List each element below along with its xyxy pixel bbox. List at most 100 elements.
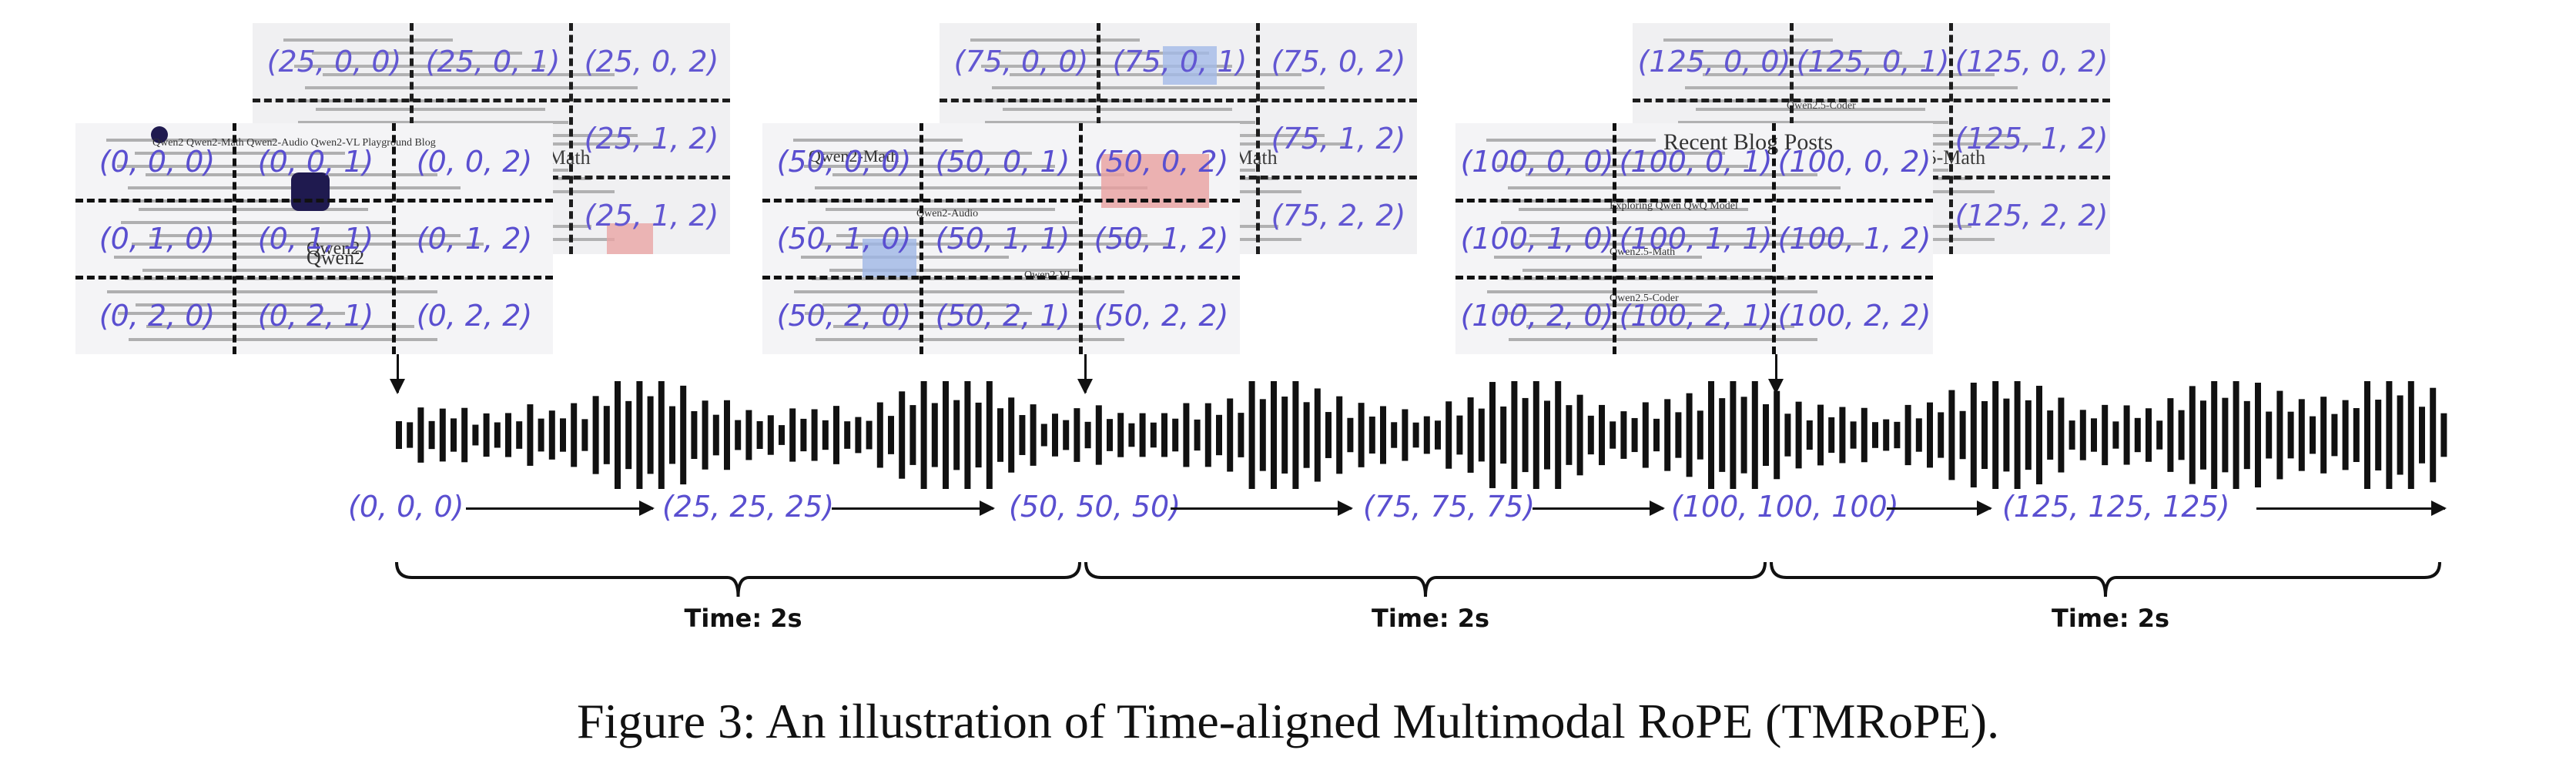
waveform-bar [1117,413,1124,457]
sequence-arrow [1171,500,1353,516]
text-line [305,86,638,89]
waveform-bar [1216,414,1222,456]
waveform-bar [1566,405,1573,465]
waveform-bar [472,424,479,446]
waveform-bar [866,420,873,450]
text-line [822,303,1009,306]
waveform-bar [439,408,446,462]
patch-grid-line [253,99,730,102]
waveform-bar [1850,421,1857,449]
waveform-bar [2025,400,2032,470]
waveform-bar [1128,423,1135,447]
waveform-bar [2287,411,2294,459]
position-id: (0, 0, 1) [257,145,374,179]
waveform-bar [2091,418,2097,452]
audio-position-id: (0, 0, 0) [348,490,464,524]
text-line [1508,186,1841,189]
sequence-arrow [832,500,995,516]
waveform-bar [658,381,665,489]
waveform-bar [1686,393,1693,477]
text-line [829,269,1078,272]
waveform-bar [1653,418,1660,452]
text-line [1692,52,1902,55]
waveform-bar [779,425,785,445]
waveform-bar [2419,407,2425,464]
waveform-bar [2123,405,2130,465]
waveform-bar [1730,381,1737,489]
waveform-bar [1894,421,1901,449]
text-line [135,152,345,155]
waveform-bar [1992,381,1999,489]
waveform-bar [1927,402,1933,468]
text-line [1497,165,1748,168]
patch-grid-line [75,199,553,203]
position-id: (25, 1, 2) [584,122,719,156]
waveform-bar [1391,422,1398,448]
waveform-bar [986,381,993,489]
waveform-bar [2146,408,2152,462]
waveform-bar [1970,382,1977,488]
text-line [815,186,1147,189]
waveform-bar [1183,403,1190,467]
text-line [298,121,568,124]
waveform-bar [2397,395,2403,475]
waveform-bar [1697,410,1703,460]
position-id: (50, 2, 1) [935,299,1070,333]
waveform-bar [1774,390,1780,480]
waveform-bar [1019,415,1026,455]
patch-grid-line [1613,123,1616,354]
text-line [1487,290,1817,293]
waveform-bar [756,421,763,449]
text-line [804,165,1055,168]
waveform-bar [1150,422,1157,448]
text-line [992,86,1325,89]
text-line [1512,243,1864,246]
sequence-arrow [1533,500,1665,516]
waveform-bar [2233,381,2239,489]
text-line [1526,173,1817,176]
text-line [794,290,1124,293]
waveform-bar [1500,406,1507,464]
waveform-bar [615,381,621,489]
text-line [822,152,1032,155]
sequence-arrow [1887,500,1992,516]
waveform-bar [1040,424,1047,447]
waveform-bar [975,402,982,468]
waveform-bar [1828,417,1835,454]
text-line [970,38,1140,42]
waveform-bar [1620,411,1627,459]
waveform-bar [1358,403,1365,467]
text-line [149,234,461,237]
waveform-bar [505,413,511,457]
patch-grid-line [940,99,1417,102]
waveform-bar [1763,403,1769,467]
frame-text-snippet: Qwen2-Audio [916,208,979,219]
position-id: (75, 0, 0) [953,45,1089,79]
waveform-bar [1292,381,1299,489]
position-id: (100, 2, 0) [1460,299,1614,333]
position-id: (100, 0, 0) [1460,145,1614,179]
waveform-bar [1883,419,1890,451]
waveform-bar [2266,411,2273,459]
position-id: (125, 0, 0) [1637,45,1791,79]
waveform-bar [2036,386,2042,484]
waveform-bar [603,406,610,464]
waveform-bar [571,403,578,467]
patch-grid-line [392,123,396,354]
frame-text-snippet: Recent Blog Posts [1663,129,1834,155]
waveform-bar [789,408,796,462]
text-line [1703,73,1995,76]
waveform-bar [2298,399,2305,471]
waveform-bar [855,417,862,454]
qwen-logo [291,172,330,211]
waveform-bar [1872,422,1878,448]
frame-text-snippet: Qwen2 [307,239,360,259]
text-line [1526,325,1794,328]
waveform-bar [691,410,698,460]
waveform-bar [1227,398,1234,472]
waveform-bar [1664,399,1671,471]
text-line [146,173,437,176]
waveform-bar [2200,400,2206,470]
waveform-bar [1008,397,1015,473]
audio-waveform [396,381,2447,489]
